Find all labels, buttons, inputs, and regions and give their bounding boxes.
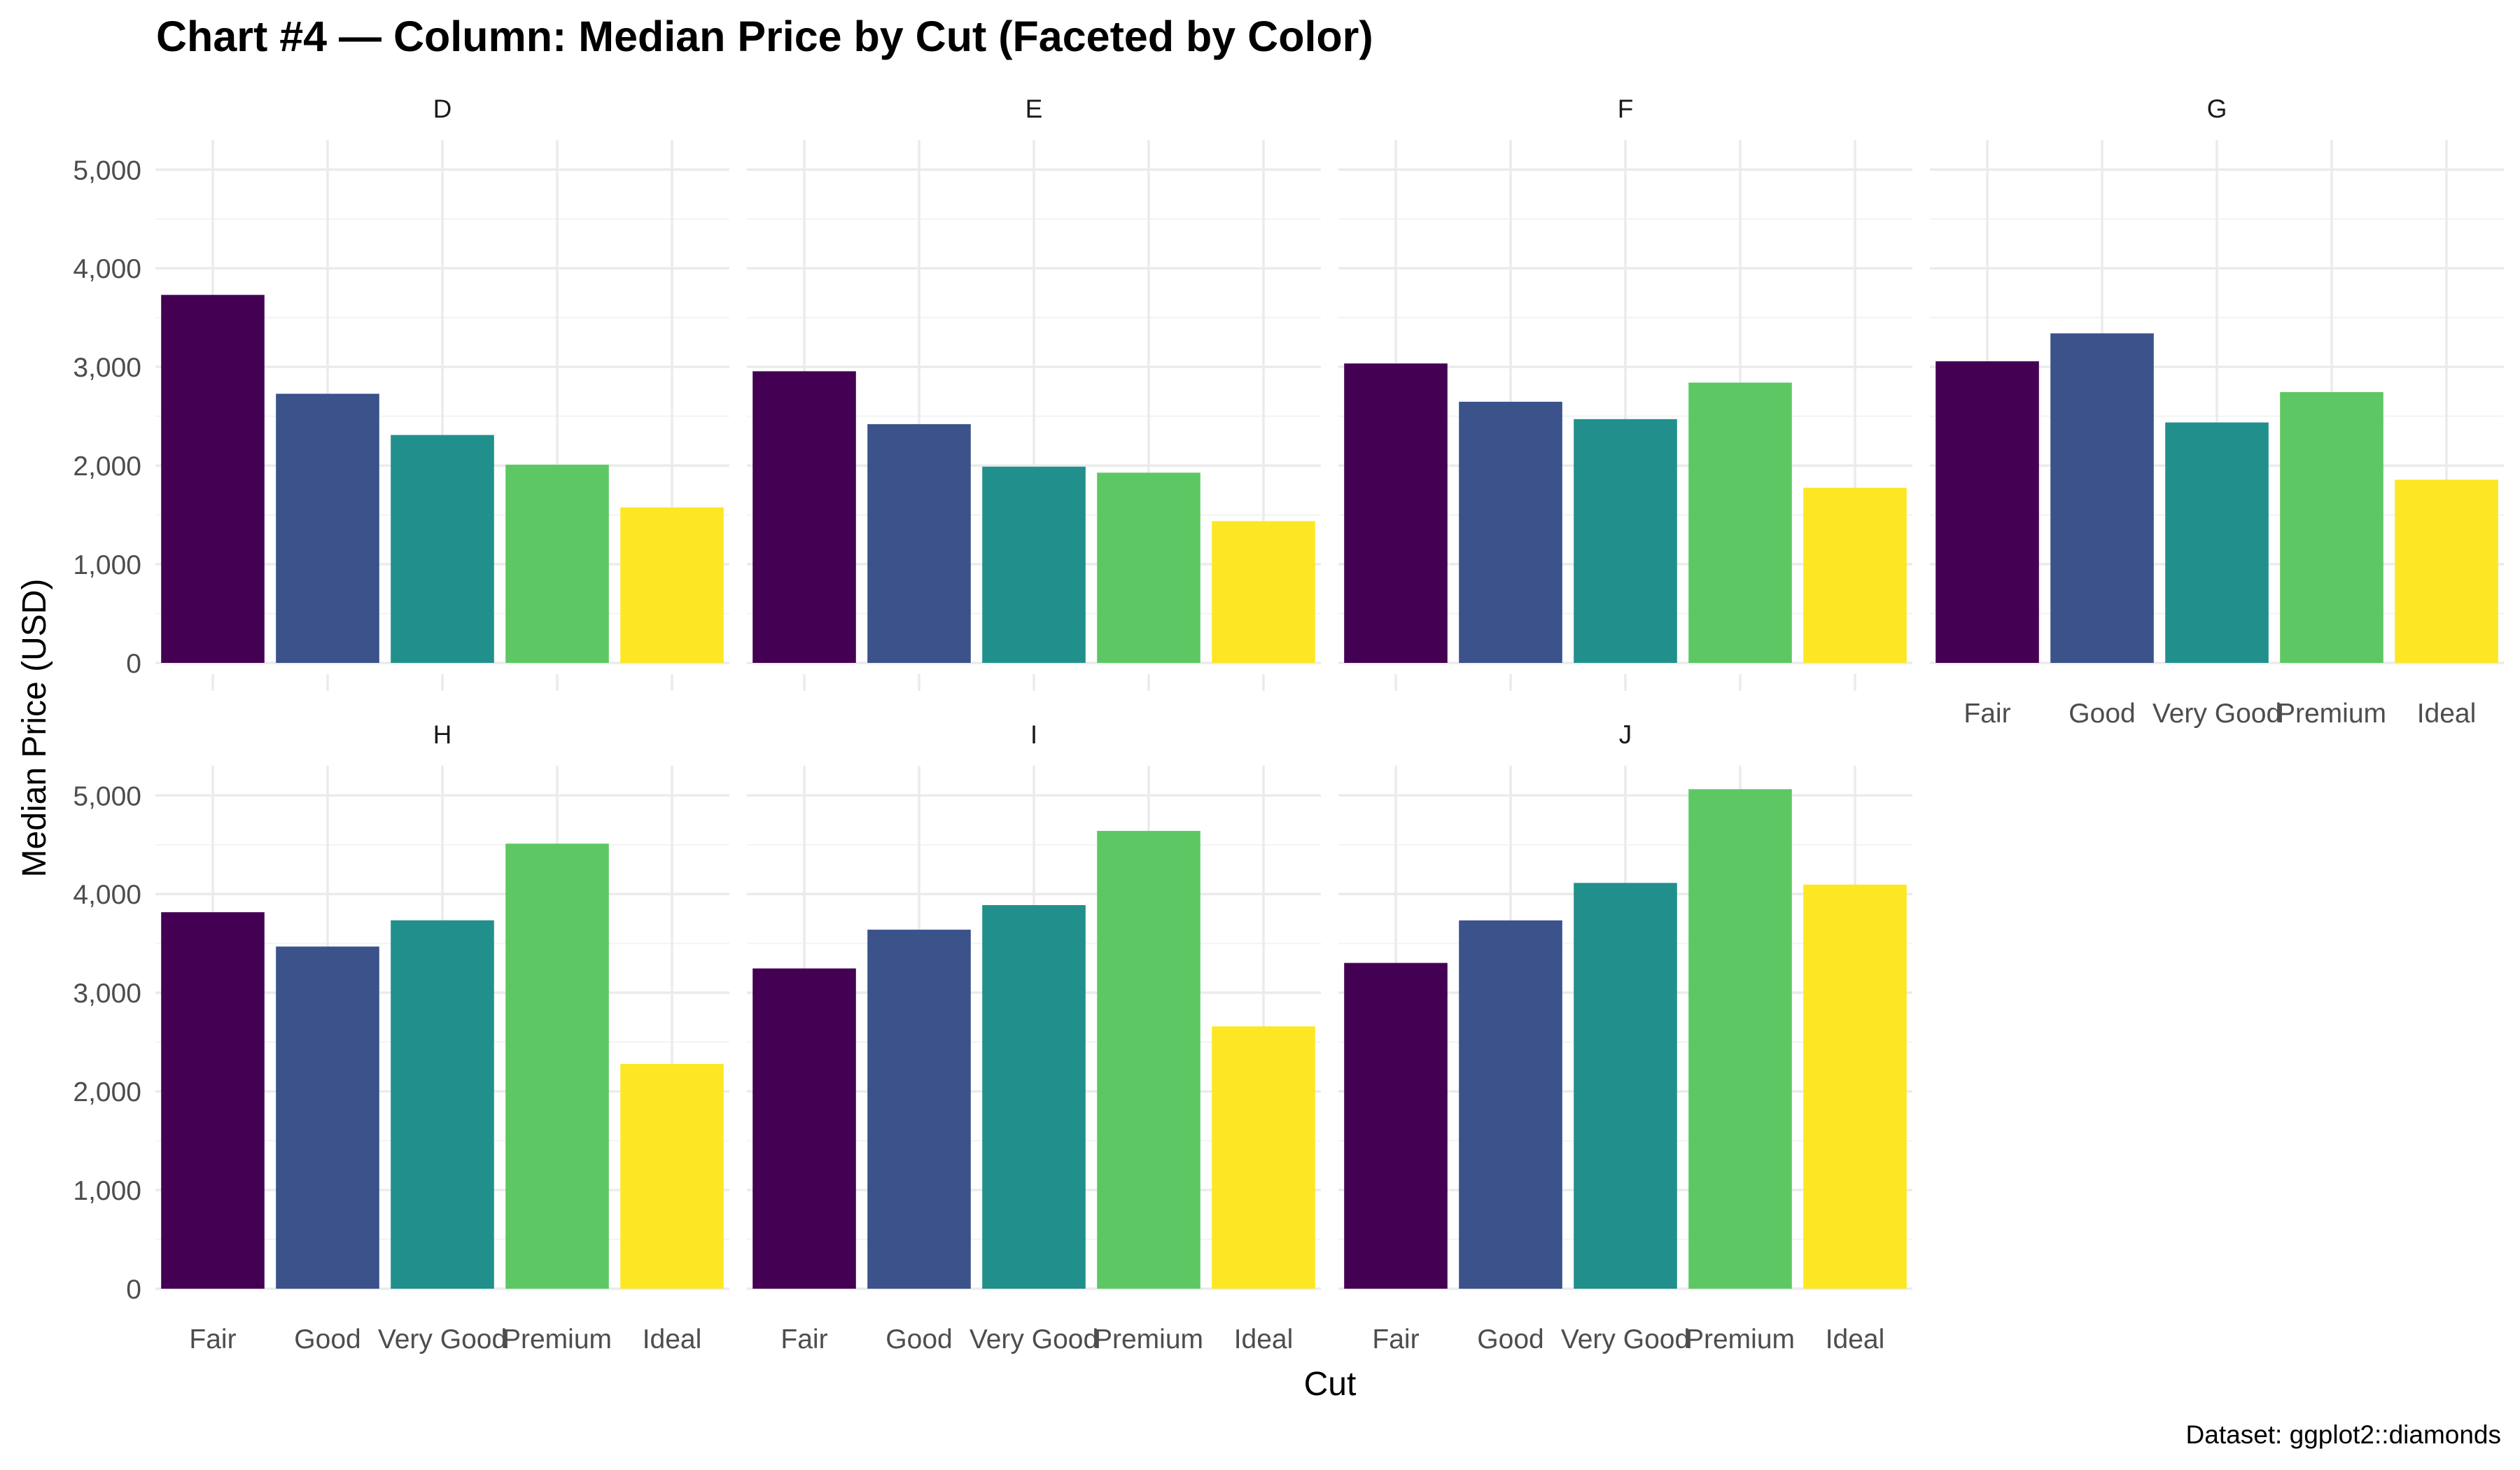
bar-f-premium [1688, 382, 1792, 663]
y-tick-label: 5,000 [73, 781, 141, 811]
x-tick-label: Good [2068, 699, 2135, 729]
bar-d-good [276, 393, 379, 663]
bar-h-very-good [391, 920, 494, 1289]
bar-d-fair [161, 295, 265, 663]
y-tick-label: 1,000 [73, 1176, 141, 1206]
bar-j-ideal [1803, 884, 1907, 1289]
facet-strip-label: G [2207, 94, 2227, 123]
x-tick-label: Ideal [1234, 1324, 1294, 1354]
bar-h-good [276, 946, 379, 1289]
facet-strip-label: J [1619, 720, 1632, 749]
bar-g-fair [1935, 361, 2039, 663]
bar-i-ideal [1212, 1026, 1315, 1289]
x-tick-label: Very Good [2152, 699, 2281, 729]
bar-d-very-good [391, 435, 494, 663]
y-axis-title: Median Price (USD) [16, 579, 53, 878]
x-tick-label: Fair [780, 1324, 827, 1354]
x-tick-label: Premium [1686, 1324, 1795, 1354]
y-tick-label: 2,000 [73, 1077, 141, 1107]
x-tick-label: Very Good [1561, 1324, 1690, 1354]
x-tick-label: Ideal [1826, 1324, 1885, 1354]
y-tick-label: 4,000 [73, 880, 141, 910]
y-tick-label: 5,000 [73, 155, 141, 186]
bar-g-good [2050, 333, 2154, 663]
bar-h-premium [505, 844, 609, 1289]
bar-j-fair [1344, 962, 1448, 1289]
bar-d-premium [505, 464, 609, 663]
bar-g-very-good [2165, 422, 2269, 663]
x-axis-title: Cut [1304, 1366, 1357, 1403]
y-tick-label: 2,000 [73, 451, 141, 482]
bar-j-very-good [1574, 883, 1677, 1289]
y-tick-label: 3,000 [73, 979, 141, 1009]
facet-panel-h: H 0 1,000 2,000 3,000 4,000 5,000 Fair Good Very … [73, 720, 729, 1354]
y-tick-label: 1,000 [73, 550, 141, 580]
x-tick-label: Very Good [378, 1324, 507, 1354]
bar-j-premium [1688, 789, 1792, 1289]
bar-i-fair [752, 968, 856, 1289]
facet-strip-label: D [433, 94, 452, 123]
bar-j-good [1459, 920, 1562, 1289]
facet-strip-label: E [1026, 94, 1043, 123]
facet-panels: D 0 1,000 2,000 3,000 4,000 5,000 E F G Fair Good Ve… [73, 94, 2504, 1354]
bar-f-ideal [1803, 487, 1907, 663]
bar-g-ideal [2395, 479, 2498, 663]
bar-g-premium [2280, 392, 2384, 663]
chart-caption: Dataset: ggplot2::diamonds [2186, 1420, 2501, 1449]
x-tick-label: Premium [503, 1324, 612, 1354]
x-tick-label: Ideal [2417, 699, 2477, 729]
x-tick-label: Fair [1963, 699, 2010, 729]
bar-i-good [867, 930, 971, 1289]
x-tick-label: Premium [2277, 699, 2386, 729]
bar-e-premium [1097, 472, 1200, 663]
facet-strip-label: H [433, 720, 452, 749]
chart-title: Chart #4 — Column: Median Price by Cut (… [156, 13, 1373, 60]
y-tick-label: 0 [126, 1275, 141, 1305]
bar-f-fair [1344, 363, 1448, 663]
facet-panel-e: E [747, 94, 1321, 691]
y-tick-label: 0 [126, 649, 141, 679]
bar-i-premium [1097, 831, 1200, 1289]
y-tick-label: 3,000 [73, 353, 141, 383]
bar-h-ideal [620, 1063, 724, 1289]
x-tick-label: Premium [1094, 1324, 1203, 1354]
x-tick-label: Good [1477, 1324, 1544, 1354]
facet-panel-f: F [1338, 94, 1912, 691]
x-tick-label: Fair [189, 1324, 236, 1354]
x-tick-label: Ideal [643, 1324, 702, 1354]
facet-panel-d: D 0 1,000 2,000 3,000 4,000 5,000 [73, 94, 729, 691]
bar-e-very-good [982, 466, 1086, 663]
bar-e-good [867, 424, 971, 663]
x-tick-label: Fair [1372, 1324, 1419, 1354]
x-tick-label: Good [294, 1324, 360, 1354]
facet-strip-label: I [1030, 720, 1037, 749]
facet-strip-label: F [1618, 94, 1634, 123]
bar-f-good [1459, 401, 1562, 663]
bar-e-ideal [1212, 521, 1315, 663]
bar-h-fair [161, 912, 265, 1289]
bar-d-ideal [620, 507, 724, 663]
bar-f-very-good [1574, 419, 1677, 663]
x-tick-label: Good [886, 1324, 952, 1354]
bar-e-fair [752, 371, 856, 663]
x-tick-label: Very Good [969, 1324, 1098, 1354]
y-tick-label: 4,000 [73, 254, 141, 284]
bar-i-very-good [982, 905, 1086, 1289]
